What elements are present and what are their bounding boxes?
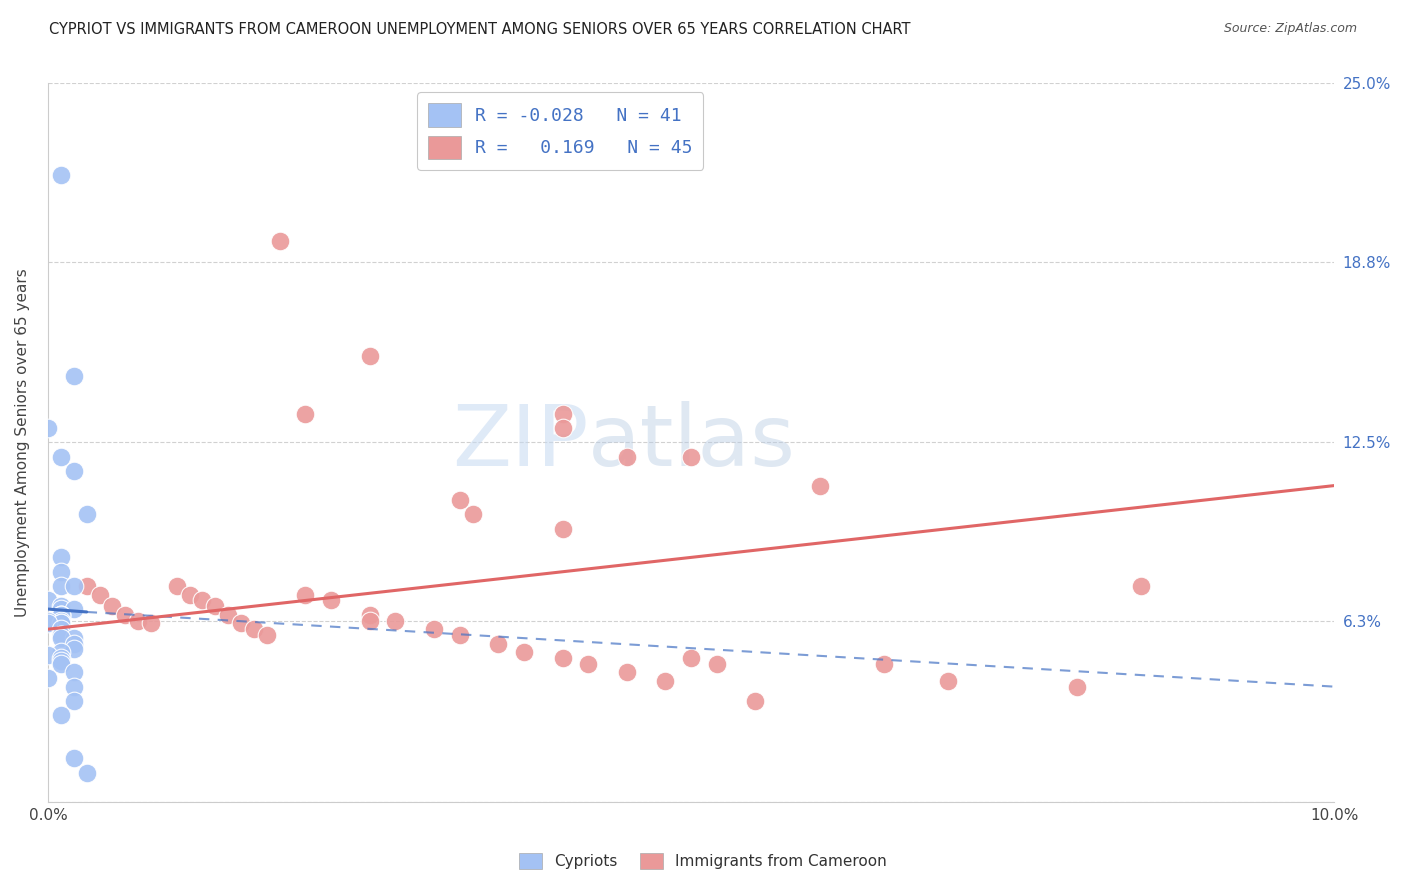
- Point: [744, 694, 766, 708]
- Text: atlas: atlas: [588, 401, 796, 484]
- Point: [179, 588, 201, 602]
- Point: [114, 607, 136, 622]
- Point: [191, 593, 214, 607]
- Point: [616, 665, 638, 680]
- Point: [49, 607, 72, 622]
- Point: [551, 421, 574, 435]
- Text: ZIP: ZIP: [451, 401, 588, 484]
- Point: [49, 599, 72, 614]
- Point: [616, 450, 638, 464]
- Point: [1066, 680, 1088, 694]
- Point: [62, 751, 84, 765]
- Point: [49, 645, 72, 659]
- Point: [37, 614, 59, 628]
- Point: [461, 508, 484, 522]
- Point: [62, 694, 84, 708]
- Point: [49, 614, 72, 628]
- Point: [384, 614, 406, 628]
- Point: [76, 579, 98, 593]
- Point: [654, 673, 676, 688]
- Point: [49, 565, 72, 579]
- Point: [37, 421, 59, 435]
- Legend: R = -0.028   N = 41, R =   0.169   N = 45: R = -0.028 N = 41, R = 0.169 N = 45: [418, 93, 703, 169]
- Point: [89, 588, 111, 602]
- Point: [62, 636, 84, 650]
- Point: [62, 369, 84, 384]
- Point: [938, 673, 960, 688]
- Point: [204, 599, 226, 614]
- Point: [551, 407, 574, 421]
- Point: [166, 579, 188, 593]
- Point: [62, 579, 84, 593]
- Point: [62, 642, 84, 657]
- Text: Source: ZipAtlas.com: Source: ZipAtlas.com: [1223, 22, 1357, 36]
- Point: [359, 614, 381, 628]
- Point: [49, 628, 72, 642]
- Point: [359, 607, 381, 622]
- Point: [127, 614, 149, 628]
- Point: [808, 478, 831, 492]
- Point: [49, 654, 72, 668]
- Point: [139, 616, 162, 631]
- Point: [49, 616, 72, 631]
- Point: [706, 657, 728, 671]
- Point: [49, 622, 72, 636]
- Point: [449, 492, 471, 507]
- Point: [62, 464, 84, 478]
- Point: [217, 607, 239, 622]
- Point: [449, 628, 471, 642]
- Point: [423, 622, 446, 636]
- Point: [576, 657, 599, 671]
- Point: [37, 593, 59, 607]
- Point: [551, 651, 574, 665]
- Point: [486, 636, 509, 650]
- Point: [294, 407, 316, 421]
- Point: [37, 671, 59, 685]
- Point: [76, 508, 98, 522]
- Point: [76, 765, 98, 780]
- Point: [49, 579, 72, 593]
- Point: [49, 616, 72, 631]
- Point: [681, 450, 703, 464]
- Point: [551, 522, 574, 536]
- Point: [294, 588, 316, 602]
- Point: [229, 616, 252, 631]
- Point: [101, 599, 124, 614]
- Point: [1130, 579, 1153, 593]
- Point: [513, 645, 536, 659]
- Point: [319, 593, 342, 607]
- Point: [49, 550, 72, 565]
- Point: [49, 602, 72, 616]
- Point: [49, 631, 72, 645]
- Point: [37, 648, 59, 662]
- Y-axis label: Unemployment Among Seniors over 65 years: Unemployment Among Seniors over 65 years: [15, 268, 30, 617]
- Point: [49, 607, 72, 622]
- Point: [62, 631, 84, 645]
- Point: [873, 657, 896, 671]
- Point: [681, 651, 703, 665]
- Point: [62, 602, 84, 616]
- Point: [269, 235, 291, 249]
- Point: [62, 665, 84, 680]
- Point: [49, 657, 72, 671]
- Point: [256, 628, 278, 642]
- Point: [37, 616, 59, 631]
- Point: [49, 450, 72, 464]
- Text: CYPRIOT VS IMMIGRANTS FROM CAMEROON UNEMPLOYMENT AMONG SENIORS OVER 65 YEARS COR: CYPRIOT VS IMMIGRANTS FROM CAMEROON UNEM…: [49, 22, 911, 37]
- Point: [62, 680, 84, 694]
- Point: [49, 169, 72, 183]
- Point: [49, 628, 72, 642]
- Point: [359, 349, 381, 363]
- Point: [243, 622, 266, 636]
- Point: [49, 651, 72, 665]
- Point: [49, 607, 72, 622]
- Point: [49, 708, 72, 723]
- Legend: Cypriots, Immigrants from Cameroon: Cypriots, Immigrants from Cameroon: [513, 847, 893, 875]
